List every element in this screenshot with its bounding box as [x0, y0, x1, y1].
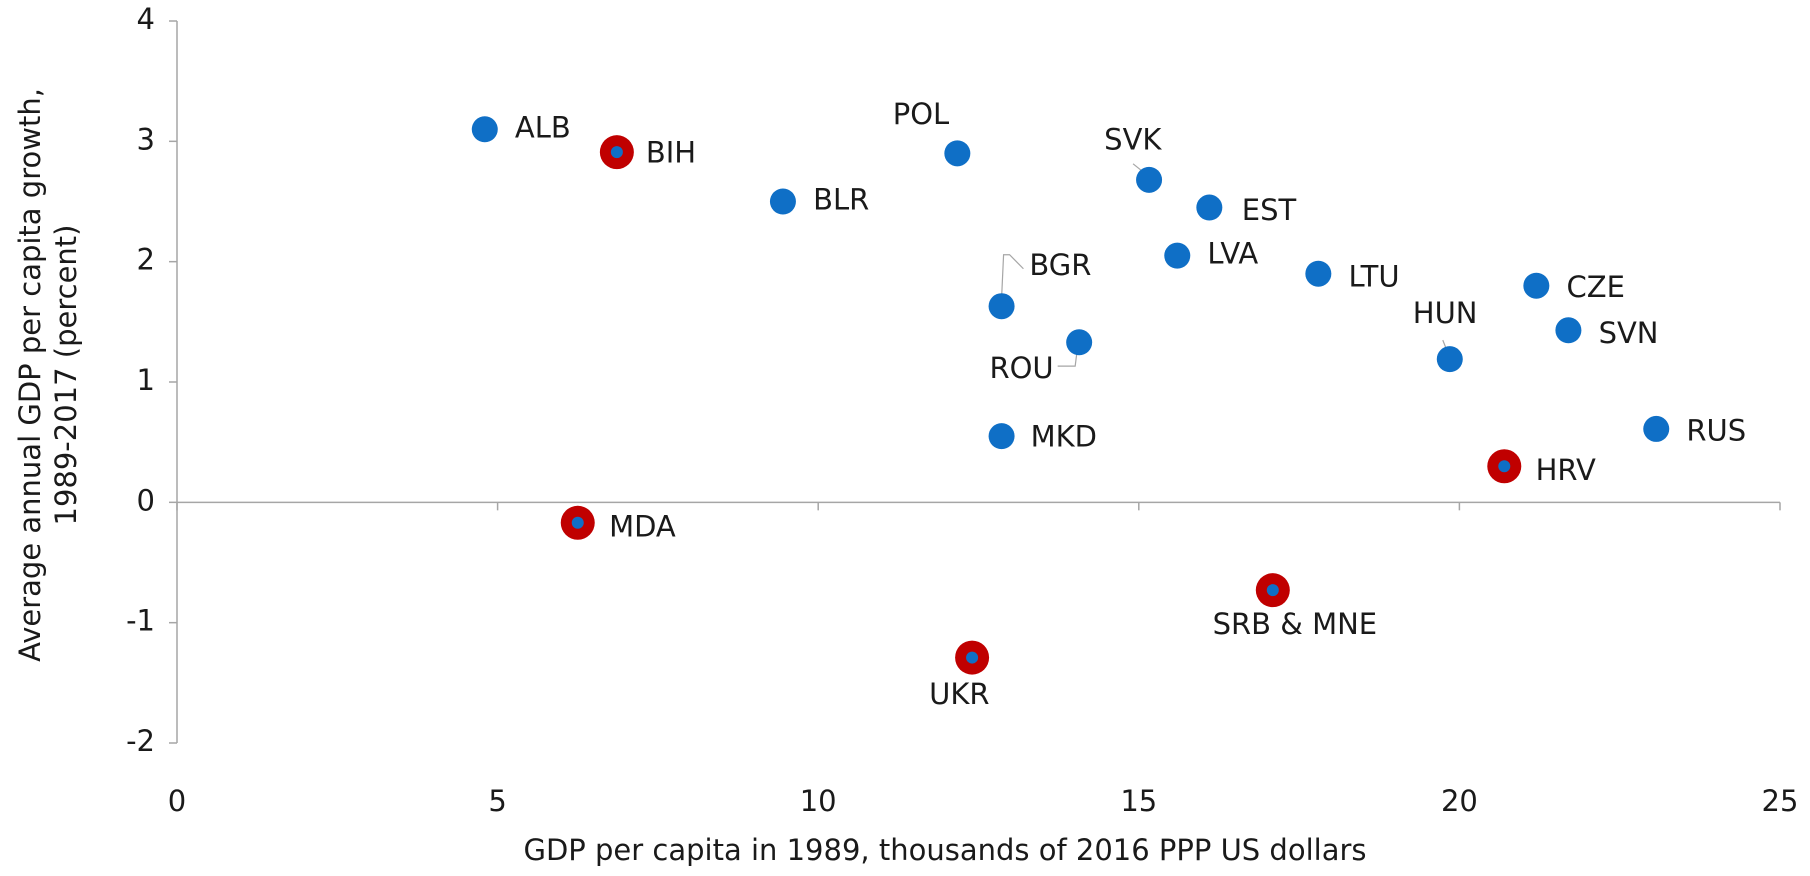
point-label: RUS — [1686, 413, 1746, 447]
x-tick-label: 15 — [1120, 784, 1157, 818]
point-label: BLR — [813, 183, 869, 217]
point — [1305, 260, 1332, 287]
x-tick-label: 20 — [1441, 784, 1478, 818]
leader-line — [1057, 350, 1078, 367]
point-label: BIH — [646, 135, 696, 169]
point-label: LTU — [1348, 259, 1399, 293]
point-label: SVN — [1599, 316, 1659, 350]
point-core — [966, 651, 979, 664]
x-axis-title: GDP per capita in 1989, thousands of 201… — [524, 833, 1367, 867]
point-label: HRV — [1536, 453, 1596, 487]
point-label: UKR — [929, 677, 989, 711]
point-label: ALB — [515, 110, 571, 144]
x-tick-label: 5 — [488, 784, 506, 818]
point-core — [571, 516, 584, 529]
point-label: LVA — [1207, 237, 1258, 271]
point — [1066, 329, 1093, 356]
y-tick-label: 3 — [137, 122, 155, 156]
x-tick-label: 0 — [168, 784, 186, 818]
x-tick-label: 10 — [800, 784, 837, 818]
point — [944, 140, 971, 167]
y-tick-label: 1 — [137, 363, 155, 397]
point-label: ROU — [989, 351, 1053, 385]
point-label: EST — [1242, 193, 1297, 227]
point — [988, 423, 1015, 450]
point-label: SRB & MNE — [1213, 607, 1378, 641]
y-tick-label: -1 — [126, 604, 155, 638]
y-tick-label: 4 — [137, 2, 155, 36]
point — [1196, 194, 1223, 221]
point-label: POL — [893, 97, 949, 131]
point — [1436, 346, 1463, 373]
point — [769, 188, 796, 215]
point — [1164, 242, 1191, 269]
point-core — [1498, 460, 1511, 473]
y-tick-label: -2 — [126, 724, 155, 758]
x-tick-label: 25 — [1762, 784, 1799, 818]
point-label: CZE — [1567, 270, 1625, 304]
point-label: SVK — [1104, 123, 1162, 157]
point-core — [610, 146, 623, 159]
point-label: MKD — [1031, 419, 1097, 453]
point — [988, 293, 1015, 320]
point — [1523, 272, 1550, 299]
point-label: MDA — [609, 510, 676, 544]
y-axis-title: Average annual GDP per capita growth, — [13, 88, 47, 662]
y-axis-title: 1989-2017 (percent) — [49, 225, 83, 526]
leader-line — [1000, 254, 1024, 299]
point-core — [1266, 584, 1279, 597]
y-tick-label: 0 — [137, 483, 155, 517]
y-tick-label: 2 — [137, 243, 155, 277]
point — [1643, 415, 1670, 442]
point — [471, 116, 498, 143]
point — [1136, 166, 1163, 193]
point — [1555, 317, 1582, 344]
point-label: BGR — [1029, 248, 1091, 282]
point-label: HUN — [1413, 296, 1478, 330]
